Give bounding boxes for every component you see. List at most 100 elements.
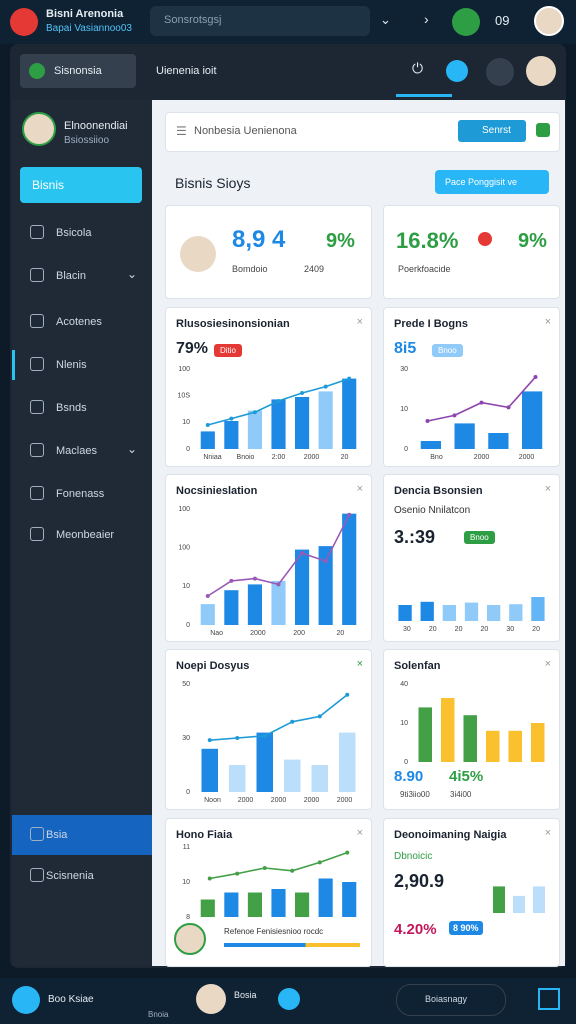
avatar[interactable] xyxy=(534,6,564,36)
profile-role: Bsiossiioo xyxy=(64,135,110,146)
avatar[interactable] xyxy=(526,56,556,86)
avatar[interactable] xyxy=(196,984,226,1014)
close-icon[interactable]: × xyxy=(356,316,363,328)
power-icon[interactable]: ⏻ xyxy=(412,60,424,76)
active-nav[interactable]: Bisnis xyxy=(20,167,142,203)
bar xyxy=(271,889,286,917)
bar xyxy=(271,399,286,449)
active-nav-label: Bisnis xyxy=(32,178,65,192)
screen-icon[interactable] xyxy=(538,988,560,1010)
app-subtitle: Bapai Vasiannoo03 xyxy=(46,23,132,34)
nav-item[interactable]: Bsnds xyxy=(56,402,87,414)
clock-icon[interactable] xyxy=(278,988,300,1010)
taskbar: Boo Ksiae Bnoia Bosia Boiasnagy xyxy=(0,978,576,1024)
grid-icon[interactable] xyxy=(486,58,514,86)
start-icon[interactable] xyxy=(12,986,40,1014)
close-icon[interactable]: × xyxy=(356,483,363,495)
badge: Ditio xyxy=(214,344,243,357)
line-point xyxy=(276,582,281,587)
line xyxy=(209,694,348,741)
bar xyxy=(200,899,215,917)
nav-icon xyxy=(30,443,44,457)
y-tick-label: 50 xyxy=(182,681,190,688)
bar xyxy=(420,601,434,621)
close-icon[interactable]: × xyxy=(544,658,551,670)
taskbar-search-text: Boiasnagy xyxy=(425,994,468,1004)
top-bar: Bisni Arenonia Bapai Vasiannoo03 Sonsrot… xyxy=(0,0,576,44)
card-title: Hono Fiaia xyxy=(176,829,233,841)
footer-active[interactable] xyxy=(12,815,152,855)
nav-icon xyxy=(30,314,44,328)
nav-icon xyxy=(30,527,44,541)
bar xyxy=(487,605,501,621)
chart-card: Solenfan × 40 10 0 8.90 4i5% 9ti3iio00 3i4i00 xyxy=(383,649,560,810)
x-tick-label: 2000 xyxy=(250,630,266,637)
kpi-change: 9% xyxy=(326,230,355,252)
x-tick-label: 2:00 xyxy=(272,454,286,461)
nav-item[interactable]: Fonenass xyxy=(56,488,105,500)
bar xyxy=(247,410,262,449)
taskbar-search[interactable]: Boiasnagy xyxy=(396,984,506,1016)
line-point xyxy=(300,551,305,556)
logo[interactable] xyxy=(10,8,38,36)
y-tick-label: 8 xyxy=(186,914,190,921)
x-tick-label: 2000 xyxy=(271,797,287,804)
card-title: Solenfan xyxy=(394,660,441,672)
search-box[interactable]: Sonsrotsgsj xyxy=(150,6,370,36)
taskbar-item[interactable]: Bnoia xyxy=(148,1010,169,1019)
nav-item[interactable]: Nlenis xyxy=(56,359,87,371)
y-tick-label: 100 xyxy=(178,506,190,513)
nav-item[interactable]: Meonbeaier xyxy=(56,529,115,541)
status-icon[interactable] xyxy=(452,8,480,36)
close-icon[interactable]: × xyxy=(356,658,363,670)
bar xyxy=(295,892,310,917)
chevron-icon[interactable]: ⌄ xyxy=(380,12,391,27)
close-icon[interactable]: × xyxy=(356,827,363,839)
tab[interactable]: Sisnonsia xyxy=(20,54,136,88)
search-bar[interactable]: ☰ Nonbesia Uenienona Senrst xyxy=(165,112,560,152)
line-point xyxy=(506,405,511,410)
close-icon[interactable]: × xyxy=(544,483,551,495)
bar xyxy=(224,892,239,917)
x-tick-label: 20 xyxy=(341,454,349,461)
line-point xyxy=(317,860,322,865)
filter-button[interactable]: Pace Ponggisit ve xyxy=(435,170,549,194)
x-tick-label: 20 xyxy=(336,630,344,637)
nav-icon xyxy=(30,400,44,414)
window-heading: Uienenia ioit xyxy=(156,65,217,77)
nav-marker xyxy=(12,350,15,380)
taskbar-app[interactable]: Boo Ksiae xyxy=(48,994,94,1005)
taskbar-user[interactable]: Bosia xyxy=(234,990,257,1000)
nav-icon xyxy=(30,225,44,239)
kpi-value: 8,9 4 xyxy=(232,226,286,253)
nav-icon xyxy=(30,268,44,282)
kpi-label: Bomdoio xyxy=(232,264,268,274)
line-point xyxy=(345,850,350,855)
bar xyxy=(342,378,357,449)
line-point xyxy=(323,559,328,564)
line-point xyxy=(276,399,281,403)
nav-item[interactable]: Maclaes xyxy=(56,445,97,457)
bar xyxy=(509,604,523,621)
cloud-icon[interactable] xyxy=(446,60,468,82)
search-button[interactable]: Senrst xyxy=(458,120,526,142)
x-tick-label: Nao xyxy=(210,630,223,637)
bar xyxy=(318,546,333,625)
line-point xyxy=(205,423,210,427)
y-tick-label: 11 xyxy=(183,844,190,851)
line-point xyxy=(235,736,240,740)
close-icon[interactable]: × xyxy=(544,827,551,839)
nav-item[interactable]: Bsicola xyxy=(56,227,92,239)
nav-item[interactable]: Acotenes xyxy=(56,316,102,328)
kpi-value: 16.8% xyxy=(396,228,459,253)
nav-item[interactable]: Blacin xyxy=(56,270,86,282)
kpi-label: Poerkfoacide xyxy=(398,264,451,274)
play-icon[interactable]: › xyxy=(424,11,429,27)
line-point xyxy=(207,738,212,743)
nav-icon xyxy=(30,357,44,371)
x-tick-label: 2000 xyxy=(304,797,320,804)
mini-chart: 11 10 8 xyxy=(182,844,357,921)
close-icon[interactable]: × xyxy=(544,316,551,328)
avatar xyxy=(180,236,216,272)
line-point xyxy=(229,578,234,583)
